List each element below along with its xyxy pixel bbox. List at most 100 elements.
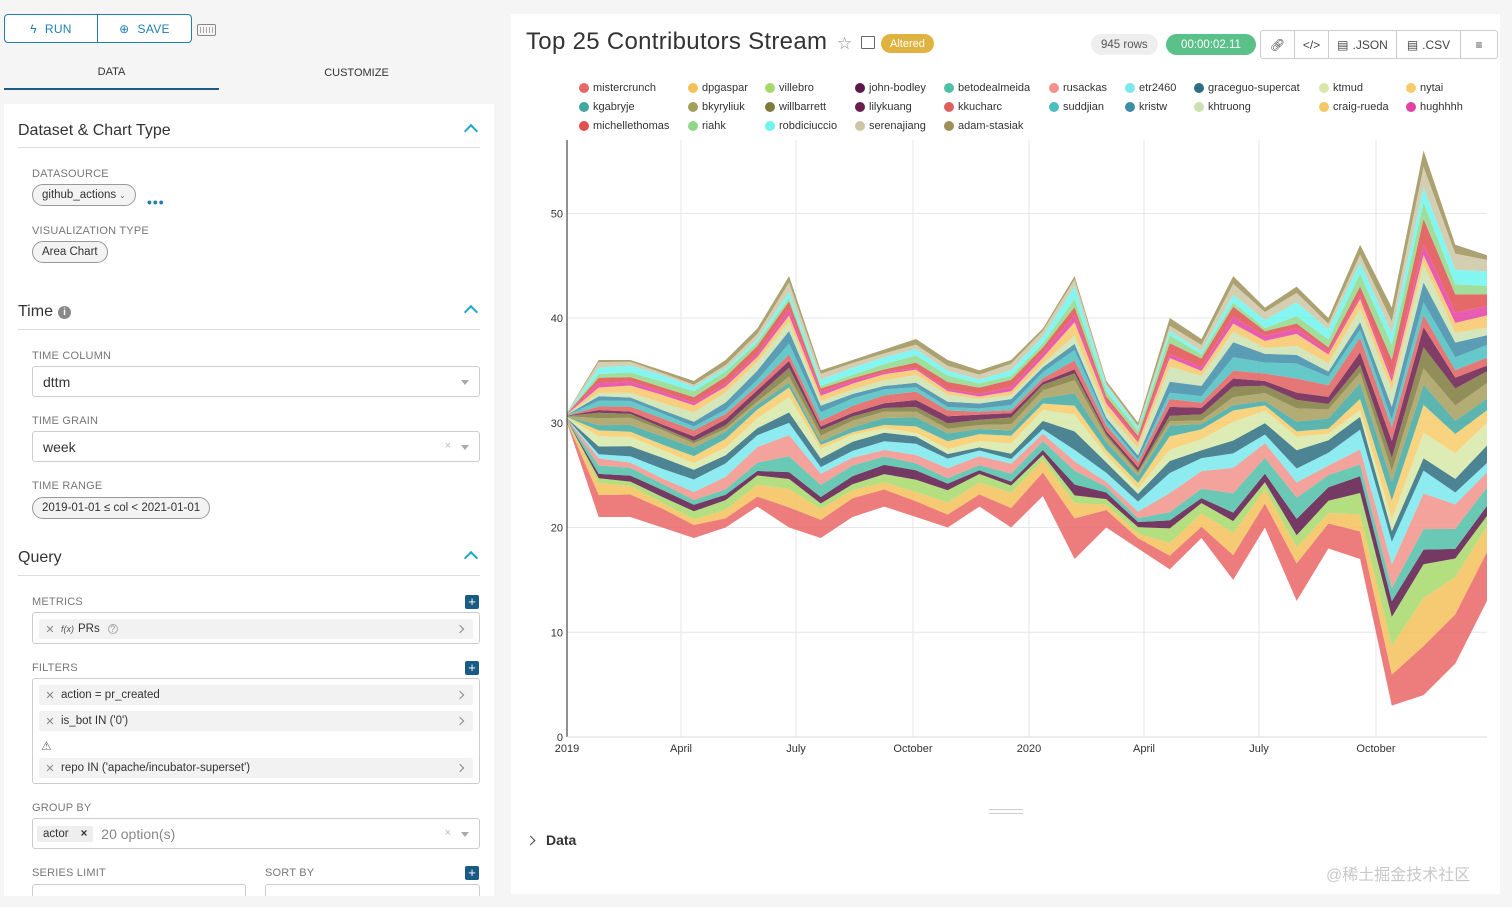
data-section-label: Data [546, 832, 577, 848]
legend-item[interactable]: rusackas [1049, 82, 1107, 94]
filters-box: ✕ action = pr_created ✕ is_bot IN ('0') ⚠ … [32, 678, 480, 784]
legend-label: bkyryliuk [702, 101, 745, 113]
legend-item[interactable]: lilykuang [855, 101, 912, 113]
more-icon[interactable]: ••• [147, 194, 165, 210]
datasource-pill[interactable]: github_actions ⌄ [32, 184, 136, 206]
chevron-up-icon[interactable] [463, 123, 479, 139]
save-button[interactable]: ⊕ SAVE [98, 14, 192, 43]
groupby-tag-text: actor [43, 827, 69, 840]
time-column-select[interactable]: dttm [32, 366, 480, 397]
legend-item[interactable]: michellethomas [579, 120, 669, 132]
tab-data[interactable]: DATA [4, 56, 219, 90]
viz-type-pill[interactable]: Area Chart [32, 241, 108, 263]
remove-icon[interactable]: ✕ [45, 762, 55, 775]
chevron-up-icon[interactable] [463, 304, 479, 320]
legend-item[interactable]: villebro [765, 82, 814, 94]
remove-icon[interactable]: × [80, 827, 88, 840]
tab-customize[interactable]: CUSTOMIZE [324, 67, 389, 79]
file-icon: ▤ [1406, 37, 1419, 52]
keyboard-icon[interactable] [197, 24, 216, 36]
legend-item[interactable]: robdiciuccio [765, 120, 837, 132]
metric-item[interactable]: ✕ f(x) PRs ? [39, 619, 473, 639]
groupby-select[interactable]: actor × 20 option(s) × [32, 818, 480, 849]
link-icon[interactable]: 🔗︎ [1261, 31, 1295, 58]
series-limit-input[interactable] [32, 884, 246, 896]
chevron-right-icon [455, 690, 465, 700]
time-grain-select[interactable]: week × [32, 431, 480, 462]
stream-chart[interactable]: 0 10 20 30 40 50 2019 April July October 2020 April… [511, 14, 1500, 804]
run-button[interactable]: ϟ RUN [4, 14, 98, 43]
filter-item[interactable]: ✕ action = pr_created [39, 685, 473, 705]
legend-item[interactable]: kristw [1125, 101, 1167, 113]
menu-icon[interactable]: ≡ [1475, 37, 1483, 52]
legend-item[interactable]: betodealmeida [944, 82, 1030, 94]
data-section-toggle[interactable]: Data [525, 832, 577, 848]
clear-icon[interactable]: × [444, 827, 451, 839]
legend-item[interactable]: ktmud [1319, 82, 1363, 94]
legend-swatch [1406, 102, 1416, 112]
add-filter-button[interactable]: + [465, 661, 479, 675]
divider [18, 147, 480, 148]
y-tick-label: 40 [551, 313, 563, 325]
viz-type-label: VISUALIZATION TYPE [32, 225, 149, 237]
legend-item[interactable]: hughhhh [1406, 101, 1463, 113]
remove-icon[interactable]: ✕ [45, 623, 55, 636]
section-query-title[interactable]: Query [18, 549, 62, 566]
x-tick-label: October [1356, 743, 1395, 755]
legend-item[interactable]: riahk [688, 120, 726, 132]
clear-icon[interactable]: × [444, 440, 451, 452]
edit-icon[interactable] [861, 36, 875, 49]
legend-label: rusackas [1063, 82, 1108, 94]
legend-item[interactable]: kgabryje [579, 101, 635, 113]
add-sort-button[interactable]: + [465, 866, 479, 880]
divider [18, 329, 480, 330]
code-icon[interactable]: </> [1295, 31, 1329, 58]
resize-handle[interactable] [989, 809, 1023, 814]
altered-badge[interactable]: Altered [881, 34, 934, 53]
legend-item[interactable]: willbarrett [765, 101, 826, 113]
csv-button[interactable]: ▤ .CSV [1397, 31, 1461, 58]
legend-item[interactable]: adam-stasiak [944, 120, 1023, 132]
section-time-title[interactable]: Time i [18, 303, 71, 321]
time-range-pill[interactable]: 2019-01-01 ≤ col < 2021-01-01 [32, 497, 211, 519]
add-metric-button[interactable]: + [465, 595, 479, 609]
section-dataset-title[interactable]: Dataset & Chart Type [18, 122, 171, 139]
y-tick-label: 10 [551, 627, 563, 639]
legend-swatch [579, 83, 589, 93]
legend-item[interactable]: suddjian [1049, 101, 1104, 113]
legend-item[interactable]: khtruong [1194, 101, 1251, 113]
legend-label: kgabryje [593, 101, 635, 113]
legend-swatch [579, 121, 589, 131]
legend-swatch [765, 102, 775, 112]
legend-item[interactable]: bkyryliuk [688, 101, 745, 113]
legend-item[interactable]: john-bodley [855, 82, 926, 94]
chart-title[interactable]: Top 25 Contributors Stream [526, 28, 828, 55]
time-column-label: TIME COLUMN [32, 350, 112, 362]
legend-item[interactable]: kkucharc [944, 101, 1002, 113]
remove-icon[interactable]: ✕ [45, 689, 55, 702]
stream-layer [567, 347, 1487, 473]
remove-icon[interactable]: ✕ [45, 715, 55, 728]
x-tick-label: 2019 [555, 743, 579, 755]
stream-layer [567, 218, 1487, 441]
legend-label: nytai [1420, 82, 1444, 94]
chevron-up-icon[interactable] [463, 550, 479, 566]
filter-item[interactable]: ✕ repo IN ('apache/incubator-superset') [39, 758, 473, 778]
sort-by-input[interactable] [265, 884, 480, 896]
star-icon[interactable]: ☆ [837, 34, 853, 53]
info-icon[interactable]: i [57, 306, 71, 319]
legend-item[interactable]: nytai [1406, 82, 1443, 94]
legend-item[interactable]: craig-rueda [1319, 101, 1389, 113]
legend-swatch [688, 102, 698, 112]
legend-swatch [944, 121, 954, 131]
metrics-label: METRICS [32, 596, 83, 608]
legend-item[interactable]: etr2460 [1125, 82, 1176, 94]
json-button[interactable]: ▤ .JSON [1329, 31, 1397, 58]
filter-item[interactable]: ✕ is_bot IN ('0') [39, 711, 473, 731]
legend-item[interactable]: serenajiang [855, 120, 926, 132]
legend-item[interactable]: dpgaspar [688, 82, 748, 94]
legend-item[interactable]: graceguo-supercat [1194, 82, 1300, 94]
help-icon[interactable]: ? [107, 624, 118, 634]
legend-item[interactable]: mistercrunch [579, 82, 656, 94]
time-grain-value: week [43, 438, 76, 455]
